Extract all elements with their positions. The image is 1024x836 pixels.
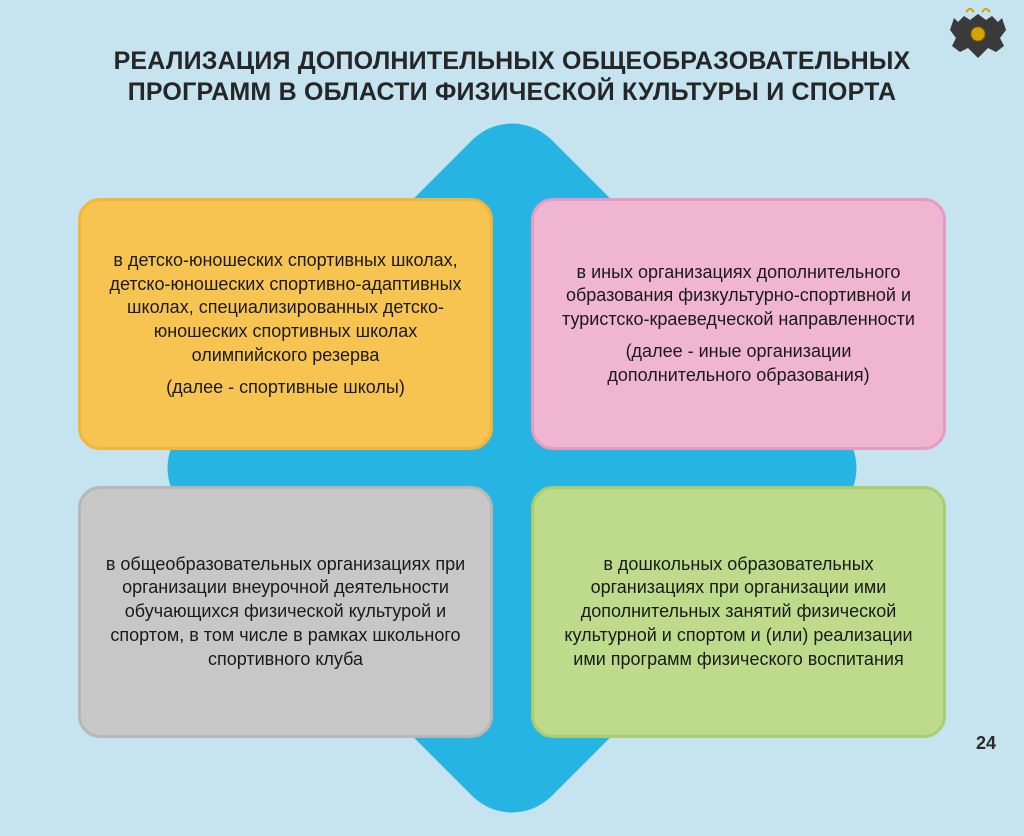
card-subtext: (далее - иные организации дополнительног… <box>556 340 921 388</box>
card-general-edu: в общеобразовательных организациях при о… <box>78 486 493 738</box>
page-number: 24 <box>976 733 996 754</box>
card-sports-schools: в детско-юношеских спортивных школах, де… <box>78 198 493 450</box>
card-text: в общеобразовательных организациях при о… <box>103 553 468 672</box>
card-text: в детско-юношеских спортивных школах, де… <box>103 249 468 368</box>
slide-title: РЕАЛИЗАЦИЯ ДОПОЛНИТЕЛЬНЫХ ОБЩЕОБРАЗОВАТЕ… <box>0 46 1024 109</box>
card-subtext: (далее - спортивные школы) <box>103 376 468 400</box>
card-preschool: в дошкольных образовательных организация… <box>531 486 946 738</box>
card-text: в дошкольных образовательных организация… <box>556 553 921 672</box>
card-text: в иных организациях дополнительного обра… <box>556 261 921 332</box>
card-other-orgs: в иных организациях дополнительного обра… <box>531 198 946 450</box>
cards-grid: в детско-юношеских спортивных школах, де… <box>78 198 946 738</box>
